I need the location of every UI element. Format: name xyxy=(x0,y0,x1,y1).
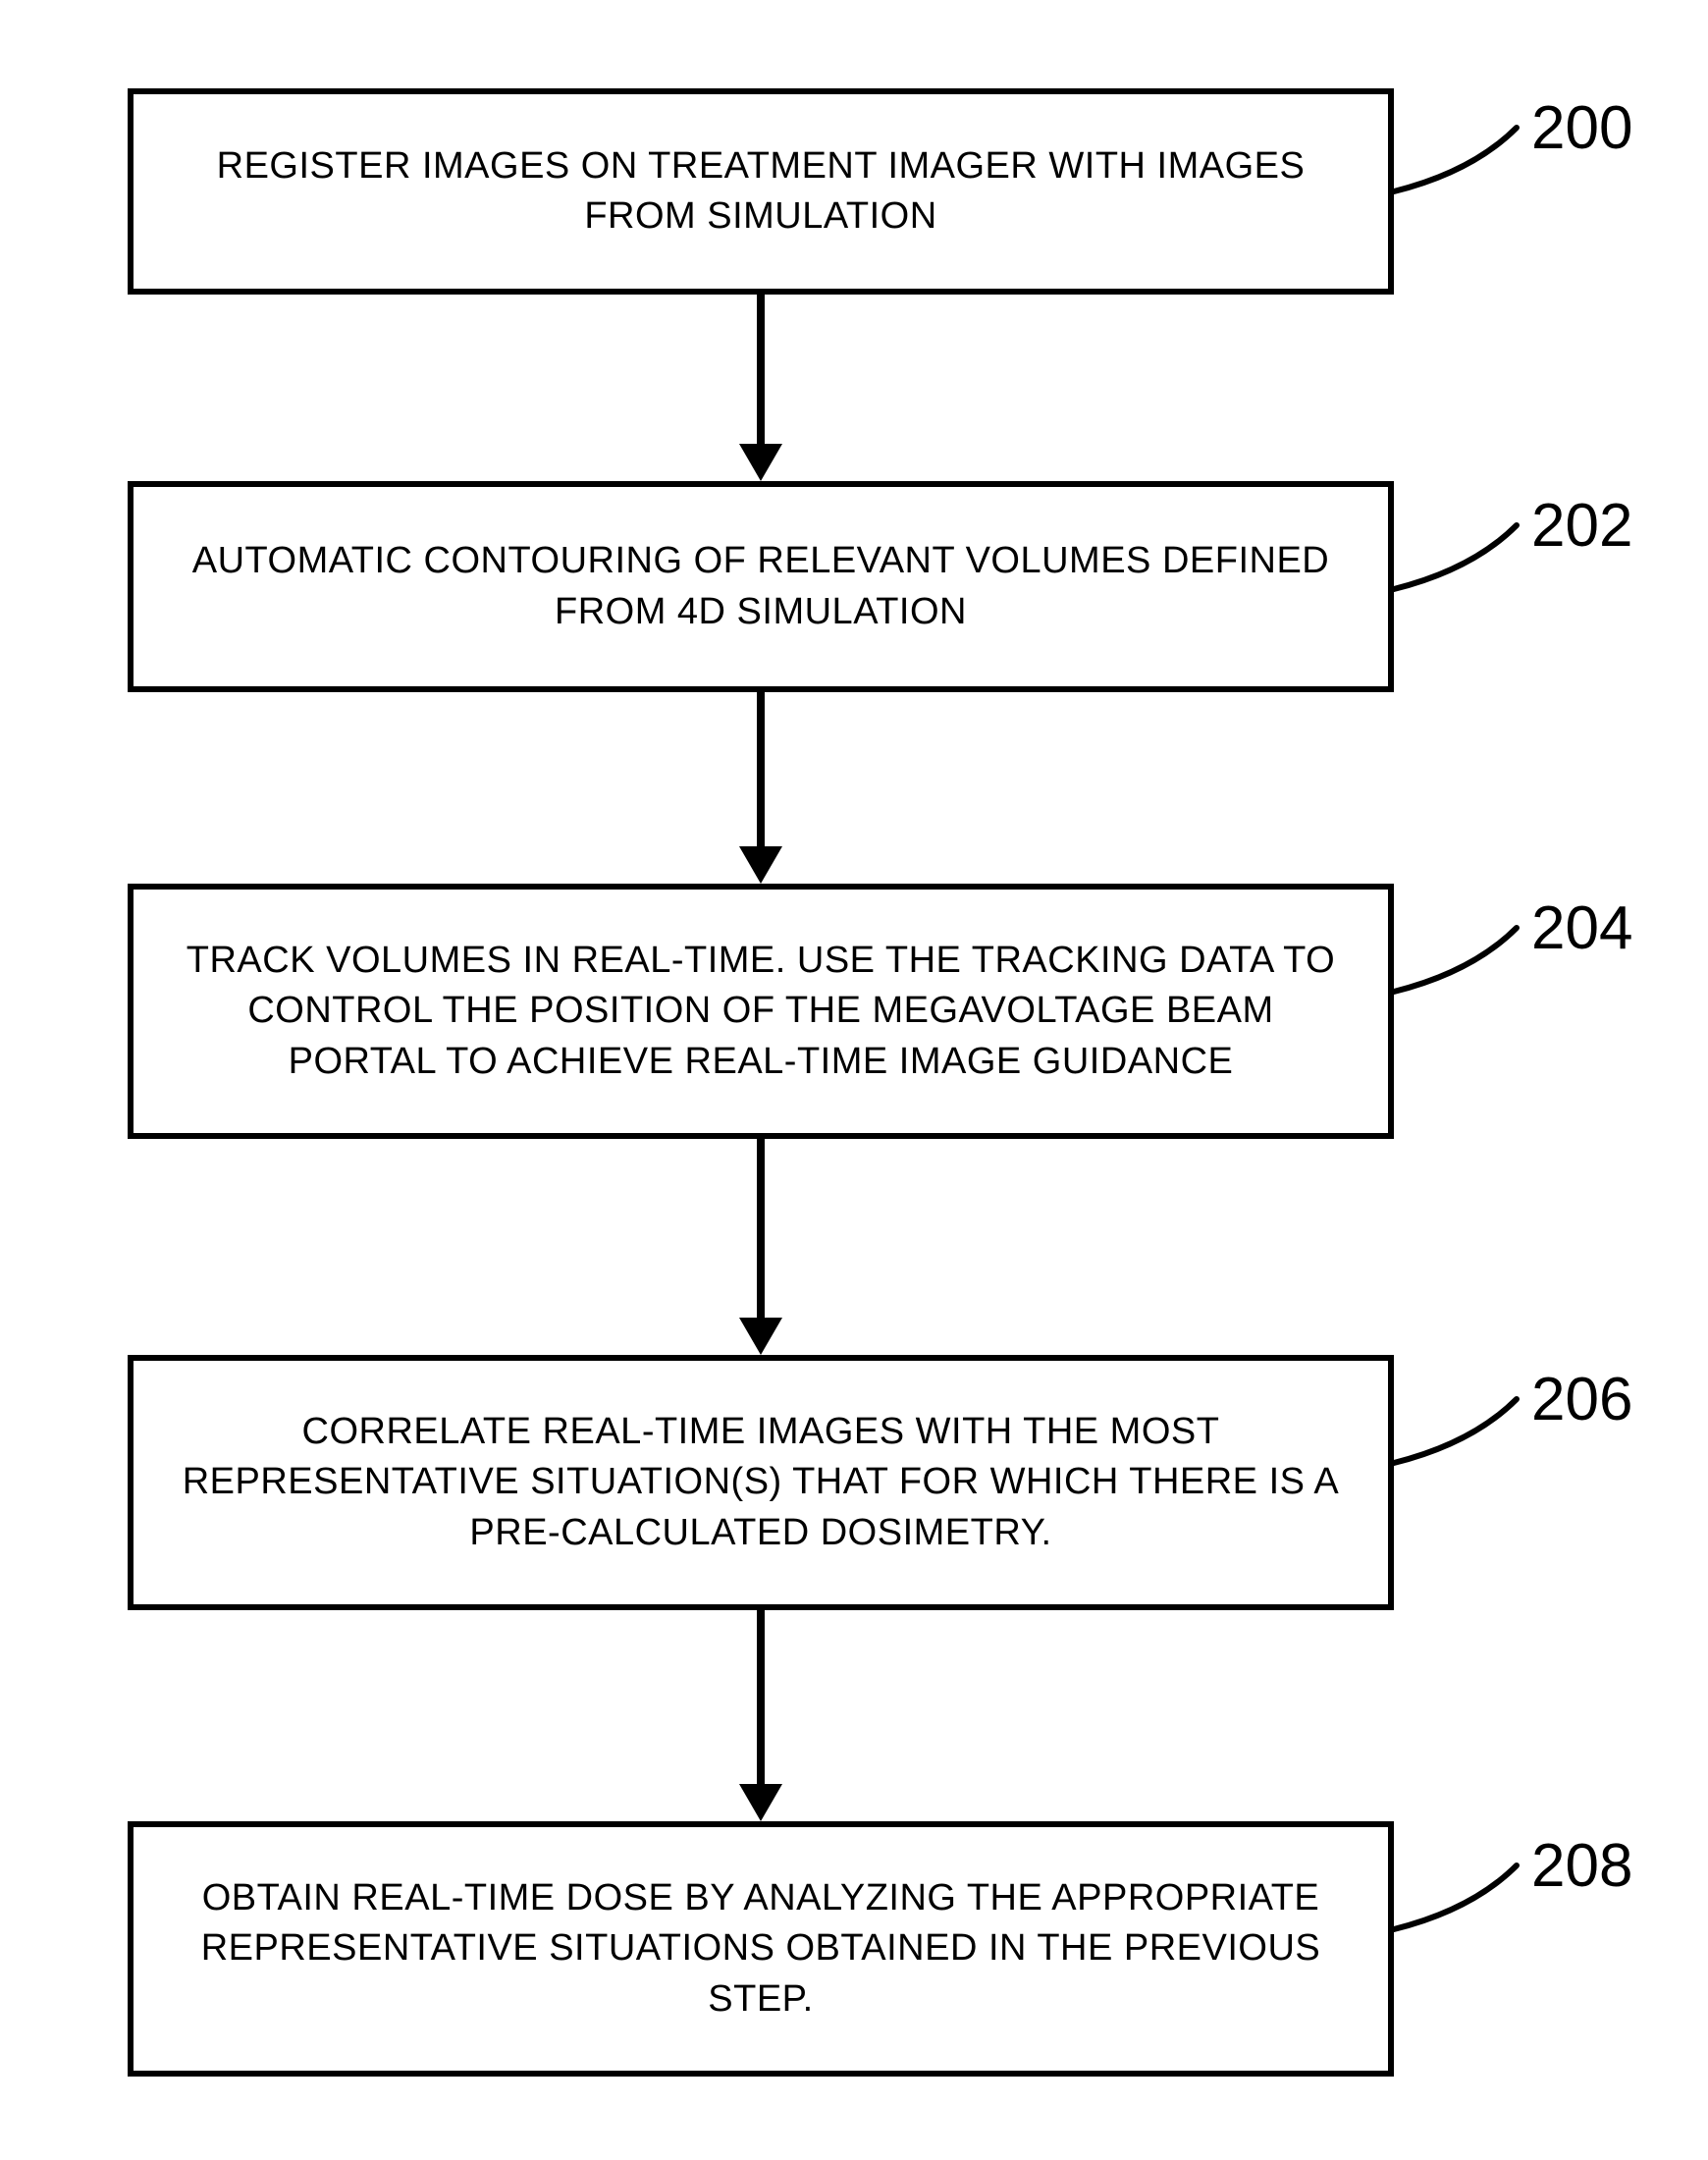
step-label-206: 206 xyxy=(1531,1365,1632,1434)
callout-curve xyxy=(1384,118,1526,201)
step-label-200: 200 xyxy=(1531,93,1632,163)
flowchart-step-text: OBTAIN REAL-TIME DOSE BY ANALYZING THE A… xyxy=(173,1873,1349,2025)
flowchart-step-206: CORRELATE REAL-TIME IMAGES WITH THE MOST… xyxy=(128,1355,1394,1610)
arrow-head-icon xyxy=(739,846,782,884)
flowchart-canvas: REGISTER IMAGES ON TREATMENT IMAGER WITH… xyxy=(0,0,1708,2160)
flow-arrow xyxy=(757,1139,765,1320)
flowchart-step-208: OBTAIN REAL-TIME DOSE BY ANALYZING THE A… xyxy=(128,1821,1394,2077)
arrow-head-icon xyxy=(739,444,782,481)
flowchart-step-text: AUTOMATIC CONTOURING OF RELEVANT VOLUMES… xyxy=(173,536,1349,637)
arrow-head-icon xyxy=(739,1318,782,1355)
callout-curve xyxy=(1384,1856,1526,1939)
step-label-202: 202 xyxy=(1531,491,1632,561)
callout-curve xyxy=(1384,515,1526,599)
flowchart-step-text: REGISTER IMAGES ON TREATMENT IMAGER WITH… xyxy=(173,141,1349,243)
callout-curve xyxy=(1384,1389,1526,1473)
step-label-208: 208 xyxy=(1531,1831,1632,1901)
callout-curve xyxy=(1384,918,1526,1001)
flowchart-step-202: AUTOMATIC CONTOURING OF RELEVANT VOLUMES… xyxy=(128,481,1394,692)
flowchart-step-text: CORRELATE REAL-TIME IMAGES WITH THE MOST… xyxy=(173,1407,1349,1558)
flowchart-step-204: TRACK VOLUMES IN REAL-TIME. USE THE TRAC… xyxy=(128,884,1394,1139)
flowchart-step-text: TRACK VOLUMES IN REAL-TIME. USE THE TRAC… xyxy=(173,936,1349,1087)
arrow-head-icon xyxy=(739,1784,782,1821)
flow-arrow xyxy=(757,295,765,446)
flow-arrow xyxy=(757,1610,765,1786)
flowchart-step-200: REGISTER IMAGES ON TREATMENT IMAGER WITH… xyxy=(128,88,1394,295)
step-label-204: 204 xyxy=(1531,893,1632,963)
flow-arrow xyxy=(757,692,765,848)
